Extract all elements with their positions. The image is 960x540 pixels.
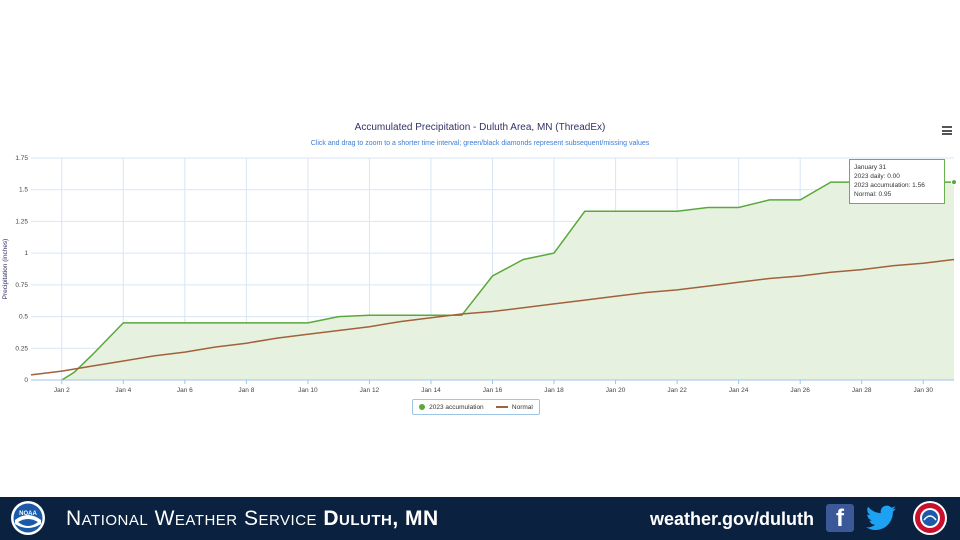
- legend-item-accumulation[interactable]: 2023 accumulation: [419, 404, 484, 411]
- x-tick-label: Jan 8: [238, 387, 254, 394]
- tooltip-normal: Normal: 0.95: [854, 191, 892, 198]
- hover-point-marker: [951, 179, 957, 186]
- y-tick-label: 0: [24, 377, 28, 384]
- footer-title: National Weather Service Duluth, MN: [66, 507, 439, 531]
- legend-line-icon: [495, 406, 508, 408]
- chart-title: Accumulated Precipitation - Duluth Area,…: [354, 122, 606, 133]
- x-tick-label: Jan 22: [667, 387, 687, 394]
- legend-label-normal: Normal: [511, 403, 533, 411]
- legend-item-normal[interactable]: Normal: [495, 403, 533, 411]
- x-tick-label: Jan 14: [421, 387, 441, 394]
- footer-url[interactable]: weather.gov/duluth: [650, 509, 815, 529]
- x-tick-label: Jan 20: [606, 387, 626, 394]
- x-tick-label: Jan 24: [729, 387, 749, 394]
- x-tick-label: Jan 30: [913, 387, 933, 394]
- y-tick-label: 1: [24, 250, 28, 257]
- y-tick-label: 1.25: [15, 218, 28, 225]
- accumulation-line: [61, 181, 954, 381]
- x-tick-label: Jan 18: [544, 387, 564, 394]
- y-tick-label: 0.5: [19, 314, 28, 321]
- facebook-icon[interactable]: f: [826, 504, 854, 532]
- x-tick-label: Jan 16: [483, 387, 503, 394]
- series-layer: [30, 179, 957, 381]
- normal-line: [30, 258, 955, 376]
- y-axis-label: Precipitation (inches): [2, 239, 9, 300]
- accumulation-area: [61, 182, 955, 380]
- x-tick-label: Jan 12: [360, 387, 380, 394]
- y-tick-label: 0.25: [15, 345, 28, 352]
- x-tick-label: Jan 28: [852, 387, 872, 394]
- x-tick-label: Jan 26: [790, 387, 810, 394]
- x-tick-label: Jan 6: [177, 387, 193, 394]
- chart-subtitle: Click and drag to zoom to a shorter time…: [310, 140, 650, 147]
- area-layer: [61, 182, 955, 380]
- x-tick-label: Jan 10: [298, 387, 318, 394]
- tooltip-accumulation: 2023 accumulation: 1.56: [854, 182, 925, 189]
- chart-tooltip: January 31 2023 daily: 0.00 2023 accumul…: [849, 159, 945, 204]
- nws-logo-icon: [913, 501, 947, 535]
- x-tick-label: Jan 4: [115, 387, 131, 394]
- chart-area: Accumulated Precipitation - Duluth Area,…: [0, 0, 960, 500]
- tooltip-daily: 2023 daily: 0.00: [854, 173, 900, 180]
- chart-menu-icon[interactable]: [942, 126, 952, 135]
- x-tick-label: Jan 2: [54, 387, 70, 394]
- noaa-logo-icon: NOAA: [11, 501, 45, 535]
- legend-label-accumulation: 2023 accumulation: [429, 403, 484, 411]
- y-tick-label: 1.75: [15, 155, 28, 162]
- chart-plot[interactable]: 0 0.25 0.5 0.75 1 1.25 1.5 1.75 Jan 2 Jan 4 Jan 6 J…: [0, 0, 960, 500]
- footer-banner: NOAA National Weather Service Duluth, MN…: [0, 497, 960, 540]
- chart-legend[interactable]: 2023 accumulation Normal: [412, 399, 540, 415]
- noaa-logo-text: NOAA: [19, 511, 37, 517]
- y-tick-label: 0.75: [15, 282, 28, 289]
- axis-layer: 0 0.25 0.5 0.75 1 1.25 1.5 1.75 Jan 2 Jan 4 Jan 6 J…: [15, 155, 954, 394]
- y-tick-label: 1.5: [19, 187, 28, 194]
- twitter-icon[interactable]: [866, 505, 896, 531]
- footer-title-bold: Duluth, MN: [323, 507, 439, 530]
- legend-dot-icon: [419, 404, 426, 410]
- footer-title-light: National Weather Service: [66, 507, 318, 530]
- tooltip-date: January 31: [854, 164, 887, 171]
